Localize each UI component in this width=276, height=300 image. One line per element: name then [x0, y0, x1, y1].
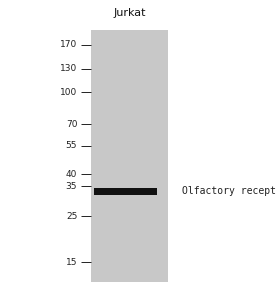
- Text: 100: 100: [60, 88, 77, 97]
- Text: Jurkat: Jurkat: [113, 8, 146, 18]
- Text: 35: 35: [66, 182, 77, 190]
- Text: 170: 170: [60, 40, 77, 49]
- Text: 55: 55: [66, 141, 77, 150]
- Text: Olfactory receptor 9Q1: Olfactory receptor 9Q1: [182, 186, 276, 197]
- Text: 70: 70: [66, 119, 77, 128]
- Text: 25: 25: [66, 212, 77, 221]
- Text: 15: 15: [66, 257, 77, 266]
- Bar: [94, 188, 157, 195]
- Text: 40: 40: [66, 170, 77, 179]
- Text: 130: 130: [60, 64, 77, 73]
